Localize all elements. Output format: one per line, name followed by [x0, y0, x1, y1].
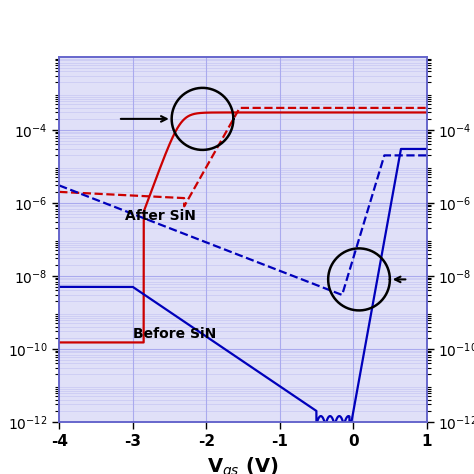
Text: Before SiN: Before SiN: [133, 327, 216, 341]
Text: After SiN: After SiN: [125, 209, 196, 222]
X-axis label: V$_{gs}$ (V): V$_{gs}$ (V): [207, 456, 279, 474]
